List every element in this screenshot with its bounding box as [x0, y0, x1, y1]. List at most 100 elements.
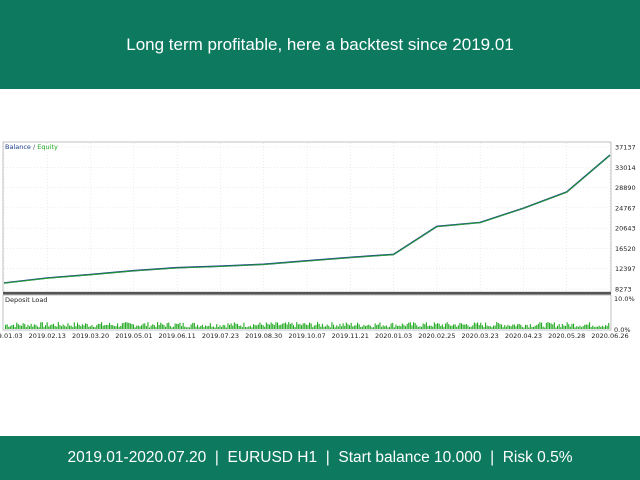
deposit-load-bar [309, 322, 311, 329]
deposit-load-bar [161, 324, 163, 329]
deposit-load-bar [473, 322, 475, 329]
deposit-load-bar [577, 326, 579, 329]
deposit-load-bar [85, 323, 87, 329]
deposit-load-bar [438, 323, 440, 329]
deposit-load-bar [443, 326, 445, 329]
deposit-load-bar [350, 322, 352, 329]
deposit-load-bar [86, 323, 88, 329]
deposit-load-bar [24, 323, 26, 329]
deposit-load-bar [41, 322, 43, 329]
deposit-load-bar [603, 326, 605, 329]
x-tick-label: 2019.08.30 [245, 332, 282, 340]
deposit-load-bar [483, 327, 485, 329]
deposit-load-bar [505, 326, 507, 329]
deposit-load-bar [17, 324, 19, 329]
x-tick-label: 2019.03.20 [72, 332, 109, 340]
deposit-load-bar [302, 323, 304, 329]
deposit-load-bar [382, 325, 384, 329]
deposit-load-bar [147, 322, 149, 329]
deposit-load-bar [533, 327, 535, 329]
deposit-load-bar [182, 322, 184, 329]
deposit-load-bar [70, 325, 72, 329]
deposit-load-bar [133, 324, 135, 329]
deposit-load-bar [552, 324, 554, 329]
deposit-load-title: Deposit Load [5, 296, 48, 304]
deposit-load-bar [277, 322, 279, 329]
deposit-load-bar [93, 327, 95, 329]
deposit-load-bar [225, 327, 227, 329]
deposit-load-bar [43, 326, 45, 329]
series-line-equity [3, 154, 611, 284]
deposit-load-bar [73, 322, 75, 329]
deposit-load-bar [376, 325, 378, 329]
deposit-load-bar [115, 326, 117, 329]
deposit-load-bar [296, 322, 298, 329]
deposit-load-bar [33, 324, 35, 329]
deposit-load-bar [373, 327, 375, 329]
deposit-load-bar [427, 326, 429, 329]
deposit-load-bar [291, 322, 293, 329]
deposit-load-bar [489, 326, 491, 329]
deposit-load-bar [595, 326, 597, 329]
deposit-load-bar [168, 322, 170, 329]
deposit-load-bar [374, 323, 376, 329]
deposit-load-bar [371, 327, 373, 329]
deposit-load-bar [317, 322, 319, 329]
deposit-load-bar [176, 323, 178, 329]
deposit-load-bar [461, 323, 463, 329]
deposit-load-bar [459, 323, 461, 329]
deposit-load-bar [310, 323, 312, 329]
top-banner: Long term profitable, here a backtest si… [0, 0, 640, 89]
deposit-load-bar [477, 322, 479, 329]
deposit-load-bar [35, 324, 37, 329]
deposit-load-bar [45, 325, 47, 329]
deposit-load-bar [472, 325, 474, 329]
deposit-load-bar [331, 322, 333, 329]
deposit-load-bar [201, 324, 203, 329]
deposit-load-bar [561, 324, 563, 329]
deposit-load-bar [528, 327, 530, 329]
deposit-load-bar [117, 323, 119, 329]
deposit-load-bar [237, 324, 239, 329]
deposit-load-bar [549, 322, 551, 329]
deposit-load-bar [454, 324, 456, 329]
deposit-load-bar [315, 324, 317, 329]
deposit-load-bar [529, 324, 531, 329]
deposit-load-bar [54, 326, 56, 329]
deposit-load-bar [521, 327, 523, 329]
deposit-load-bar [96, 325, 98, 329]
deposit-load-bar [22, 323, 24, 329]
deposit-load-bar [145, 326, 147, 329]
load-tick-bottom: 0.0% [614, 326, 631, 334]
deposit-load-bar [121, 323, 123, 329]
deposit-load-bar [555, 327, 557, 329]
deposit-load-bar [342, 323, 344, 329]
deposit-load-bar [337, 326, 339, 329]
deposit-load-bar [49, 325, 51, 329]
deposit-load-bar [171, 327, 173, 329]
x-tick-label: 2019.06.11 [159, 332, 196, 340]
deposit-load-bar [520, 324, 522, 329]
deposit-load-bar [446, 322, 448, 329]
deposit-load-bar [365, 326, 367, 329]
deposit-load-bar [51, 324, 53, 329]
deposit-load-bar [358, 324, 360, 329]
deposit-load-bar [246, 327, 248, 329]
deposit-load-bar [64, 325, 66, 329]
deposit-load-panel-border [2, 294, 612, 331]
deposit-load-bar [369, 325, 371, 329]
deposit-load-bar [307, 325, 309, 329]
deposit-load-bar [440, 326, 442, 329]
deposit-load-bar [155, 327, 157, 329]
deposit-load-bar [288, 322, 290, 329]
deposit-load-bar [425, 322, 427, 329]
footer-start-balance: Start balance 10.000 [338, 449, 482, 466]
panel-separator [3, 292, 611, 295]
x-tick-label: 2020.01.03 [375, 332, 412, 340]
deposit-load-bar [83, 325, 85, 329]
deposit-load-bar [233, 322, 235, 329]
deposit-load-bar [40, 322, 42, 329]
deposit-load-bar [232, 325, 234, 329]
deposit-load-bar [177, 323, 179, 329]
deposit-load-bar [243, 322, 245, 329]
